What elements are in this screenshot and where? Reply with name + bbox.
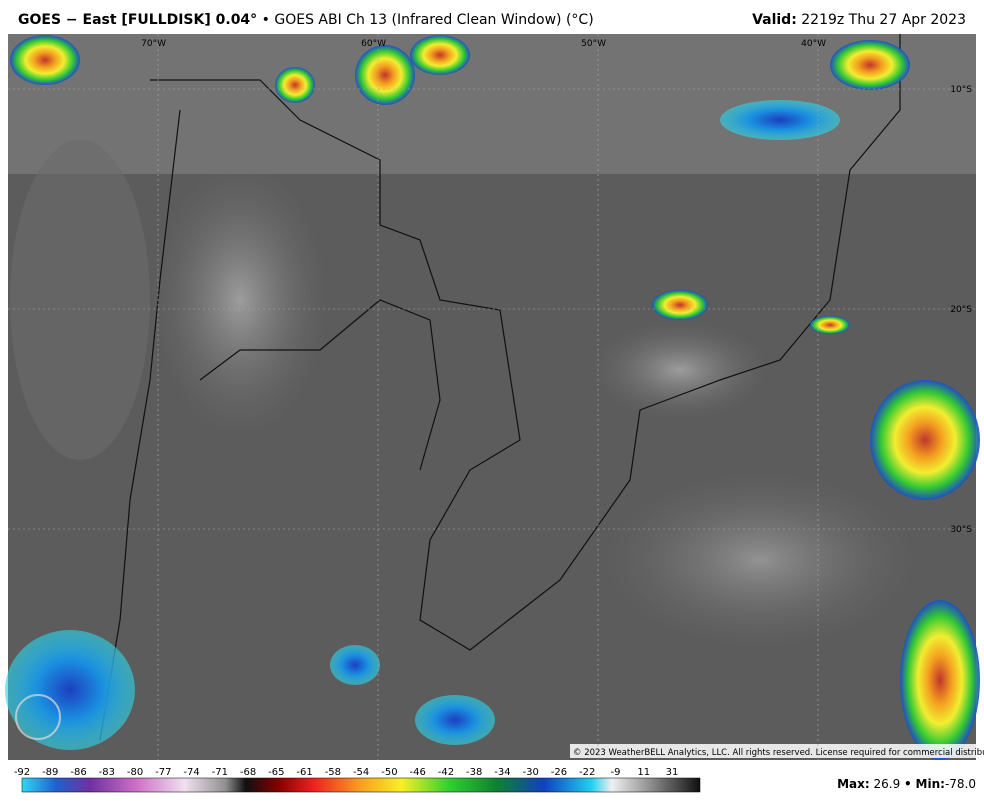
separator: • (261, 12, 270, 28)
storm (652, 290, 708, 320)
storm (410, 35, 470, 75)
lon-label: 40°W (801, 39, 826, 49)
lat-label: 20°S (950, 305, 972, 315)
colorbar-tick-label: -22 (579, 767, 595, 778)
min-label: Min: (916, 777, 945, 791)
colorbar-tick-label: -80 (127, 767, 143, 778)
coastline-border (150, 34, 901, 651)
max-value: 26.9 (873, 777, 900, 791)
valid-label: Valid: (752, 12, 797, 28)
cold-cloud (330, 645, 380, 685)
lat-label: 10°S (950, 85, 972, 95)
colorbar-tick-label: -77 (155, 767, 171, 778)
storm (870, 380, 980, 500)
colorbar-tick-label: -30 (523, 767, 539, 778)
cloud (590, 320, 770, 420)
storm (810, 316, 850, 334)
copyright: © 2023 WeatherBELL Analytics, LLC. All r… (573, 748, 984, 758)
cloud-band (8, 34, 976, 174)
header-right: Valid: 2219z Thu 27 Apr 2023 (752, 12, 966, 28)
colorbar-tick-label: -46 (409, 767, 425, 778)
country-border (99, 109, 441, 741)
lon-label: 70°W (141, 39, 166, 49)
cold-cloud (5, 630, 135, 750)
copyright-box (570, 744, 976, 758)
colorbar-tick-label: -38 (466, 767, 482, 778)
colorbar-tick-label: -54 (353, 767, 369, 778)
cloud (600, 470, 920, 650)
colorbar-tick-label: -9 (610, 767, 620, 778)
cloud (150, 160, 330, 440)
stats-separator: • (904, 777, 912, 791)
lon-label: 50°W (581, 39, 606, 49)
colorbar-tick-label: -50 (381, 767, 397, 778)
colorbar-tick-label: -89 (42, 767, 58, 778)
colorbar-tick-label: -92 (14, 767, 30, 778)
min-value: -78.0 (945, 777, 976, 791)
stats: Max: 26.9 • Min:-78.0 (837, 777, 976, 791)
cold-cloud (720, 100, 840, 140)
colorbar-tick-label: -61 (296, 767, 312, 778)
watermark-logo (15, 694, 61, 740)
colorbar-tick-label: -71 (212, 767, 228, 778)
channel-title: GOES ABI Ch 13 (Infrared Clean Window) (… (274, 12, 594, 28)
colorbar-tick-label: -26 (551, 767, 567, 778)
colorbar-tick-label: -74 (183, 767, 199, 778)
colorbar-tick-label: 31 (666, 767, 679, 778)
colorbar-tick-label: 11 (637, 767, 650, 778)
storm (830, 40, 910, 90)
colorbar-tick-label: -34 (494, 767, 510, 778)
cloud (10, 140, 150, 460)
storm (275, 67, 315, 103)
lat-label: 30°S (950, 525, 972, 535)
lon-label: 60°W (361, 39, 386, 49)
colorbar-tick-label: -65 (268, 767, 284, 778)
header-left: GOES − East [FULLDISK] 0.04° • GOES ABI … (18, 12, 594, 28)
colorbar-tick-label: -58 (325, 767, 341, 778)
storm (355, 45, 415, 105)
colorbar-tick-label: -68 (240, 767, 256, 778)
max-label: Max: (837, 777, 870, 791)
colorbar-tick-label: -86 (70, 767, 86, 778)
colorbar (21, 777, 701, 793)
valid-time: 2219z Thu 27 Apr 2023 (801, 12, 966, 28)
product-title: GOES − East [FULLDISK] 0.04° (18, 12, 258, 28)
cold-cloud (415, 695, 495, 745)
colorbar-tick-label: -42 (438, 767, 454, 778)
storm (10, 35, 80, 85)
colorbar-tick-label: -83 (99, 767, 115, 778)
storm (900, 600, 980, 760)
